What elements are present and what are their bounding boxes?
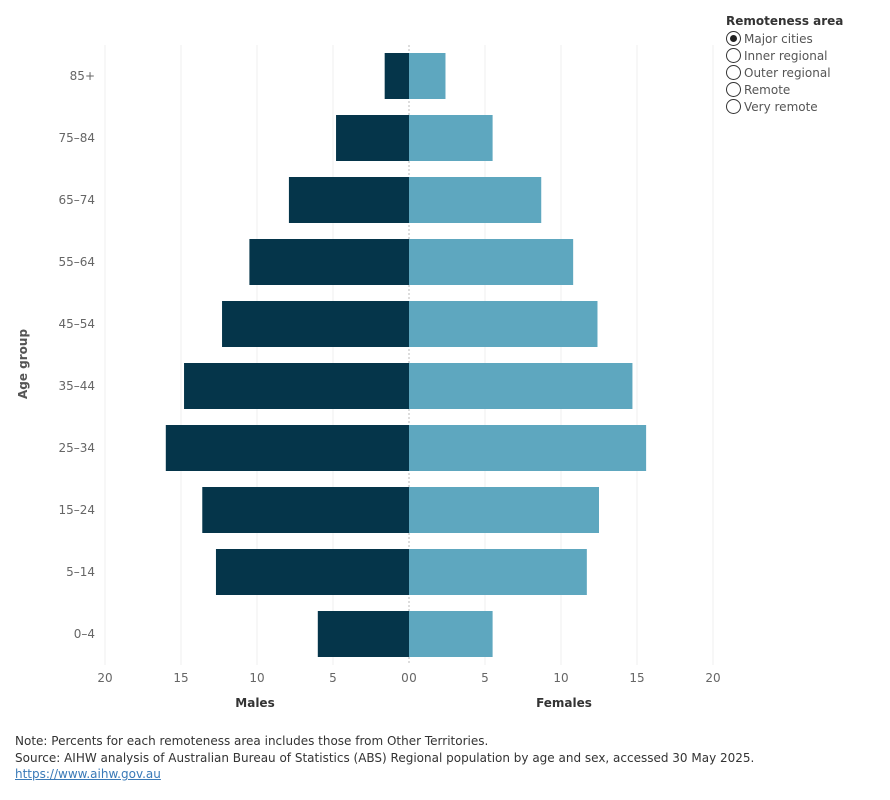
radio-icon[interactable] [726, 48, 741, 63]
bars [165, 53, 647, 657]
legend-item-outer-regional[interactable]: Outer regional [726, 64, 843, 81]
x-tick-label: 5 [329, 671, 337, 685]
male-bar [202, 487, 409, 533]
y-tick-label: 45–54 [58, 317, 95, 331]
female-bar [409, 301, 598, 347]
male-bar [249, 239, 409, 285]
y-tick-labels: 85+ 75–84 65–74 55–64 45–54 35–44 25–34 15–24 5–… [58, 69, 95, 641]
footer-notes: Note: Percents for each remoteness area … [15, 733, 754, 783]
legend-item-label: Major cities [744, 31, 813, 46]
radio-icon[interactable] [726, 82, 741, 97]
male-bar [288, 177, 409, 223]
legend-item-very-remote[interactable]: Very remote [726, 98, 843, 115]
radio-icon[interactable] [726, 65, 741, 80]
y-tick-label: 35–44 [58, 379, 95, 393]
x-tick-label: 20 [705, 671, 720, 685]
male-bar [317, 611, 409, 657]
legend-item-major-cities[interactable]: Major cities [726, 30, 843, 47]
y-tick-label: 15–24 [58, 503, 95, 517]
female-bar [409, 611, 493, 657]
x-tick-label: 5 [481, 671, 489, 685]
y-axis-label: Age group [16, 329, 30, 399]
y-tick-label: 25–34 [58, 441, 95, 455]
male-bar [336, 115, 409, 161]
female-bar [409, 425, 647, 471]
male-bar [165, 425, 409, 471]
legend-item-label: Remote [744, 82, 791, 97]
legend-item-label: Inner regional [744, 48, 828, 63]
female-bar [409, 177, 542, 223]
x-tick-label: 0 [401, 671, 409, 685]
male-bar [384, 53, 409, 99]
x-tick-labels: 20 15 10 5 0 0 5 10 15 20 [97, 671, 720, 685]
legend-title: Remoteness area [726, 14, 844, 28]
y-tick-label: 85+ [70, 69, 95, 83]
x-tick-label: 20 [97, 671, 112, 685]
female-bar [409, 487, 599, 533]
y-tick-label: 65–74 [58, 193, 95, 207]
x-tick-label: 10 [553, 671, 568, 685]
female-bar [409, 53, 446, 99]
y-tick-label: 55–64 [58, 255, 95, 269]
radio-icon[interactable] [726, 99, 741, 114]
males-axis-label: Males [235, 696, 274, 710]
female-bar [409, 115, 493, 161]
remoteness-legend: Remoteness area Major cities Inner regio… [726, 14, 843, 115]
x-tick-label: 15 [173, 671, 188, 685]
y-tick-label: 0–4 [74, 627, 95, 641]
radio-icon[interactable] [726, 31, 741, 46]
male-bar [222, 301, 409, 347]
footer-source: Source: AIHW analysis of Australian Bure… [15, 750, 755, 765]
females-axis-label: Females [536, 696, 592, 710]
male-bar [215, 549, 409, 595]
x-tick-label: 15 [629, 671, 644, 685]
x-tick-label: 0 [409, 671, 417, 685]
footer-note: Note: Percents for each remoteness area … [15, 734, 489, 748]
population-pyramid-chart: 85+ 75–84 65–74 55–64 45–54 35–44 25–34 15–24 5–… [16, 45, 721, 710]
footer-link[interactable]: https://www.aihw.gov.au [15, 767, 161, 781]
legend-item-label: Very remote [744, 99, 818, 114]
y-tick-label: 5–14 [66, 565, 95, 579]
legend-item-inner-regional[interactable]: Inner regional [726, 47, 843, 64]
x-tick-label: 10 [249, 671, 264, 685]
male-bar [184, 363, 409, 409]
female-bar [409, 239, 574, 285]
legend-item-label: Outer regional [744, 65, 831, 80]
female-bar [409, 549, 587, 595]
y-tick-label: 75–84 [58, 131, 95, 145]
legend-item-remote[interactable]: Remote [726, 81, 843, 98]
female-bar [409, 363, 633, 409]
